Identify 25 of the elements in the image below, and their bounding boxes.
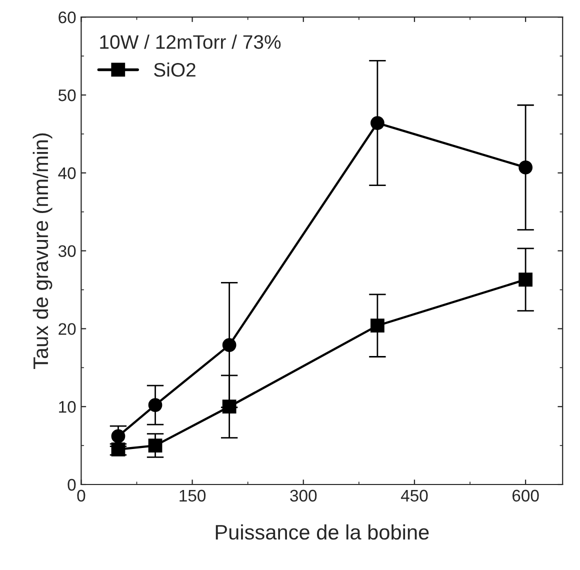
- point: [370, 116, 384, 130]
- x-tick-label: 450: [400, 490, 428, 502]
- y-tick-label: 50: [58, 89, 76, 102]
- y-tick-label: 20: [58, 323, 76, 335]
- legend-label: SiO2: [154, 62, 196, 77]
- y-tick-label: 10: [59, 401, 76, 413]
- point: [370, 318, 384, 333]
- point: [111, 429, 126, 444]
- y-tick-label: 60: [58, 12, 76, 24]
- y-axis-title: Taux de gravure (nm/min): [32, 133, 52, 369]
- legend-title: 10W / 12mTorr / 73%: [100, 34, 281, 49]
- point: [148, 438, 162, 452]
- point: [148, 398, 162, 412]
- point: [518, 160, 533, 174]
- y-tick-label: 0: [68, 478, 76, 491]
- y-tick-label: 30: [58, 245, 76, 258]
- x-tick-label: 0: [77, 490, 86, 502]
- x-tick-label: 150: [180, 490, 206, 502]
- point: [222, 400, 236, 414]
- x-axis-title: Puissance de la bobine: [216, 524, 429, 540]
- point: [518, 272, 533, 287]
- y-tick-label: 40: [58, 167, 76, 180]
- x-tick-label: 600: [512, 490, 539, 502]
- point: [222, 338, 236, 352]
- x-tick-label: 300: [290, 490, 317, 502]
